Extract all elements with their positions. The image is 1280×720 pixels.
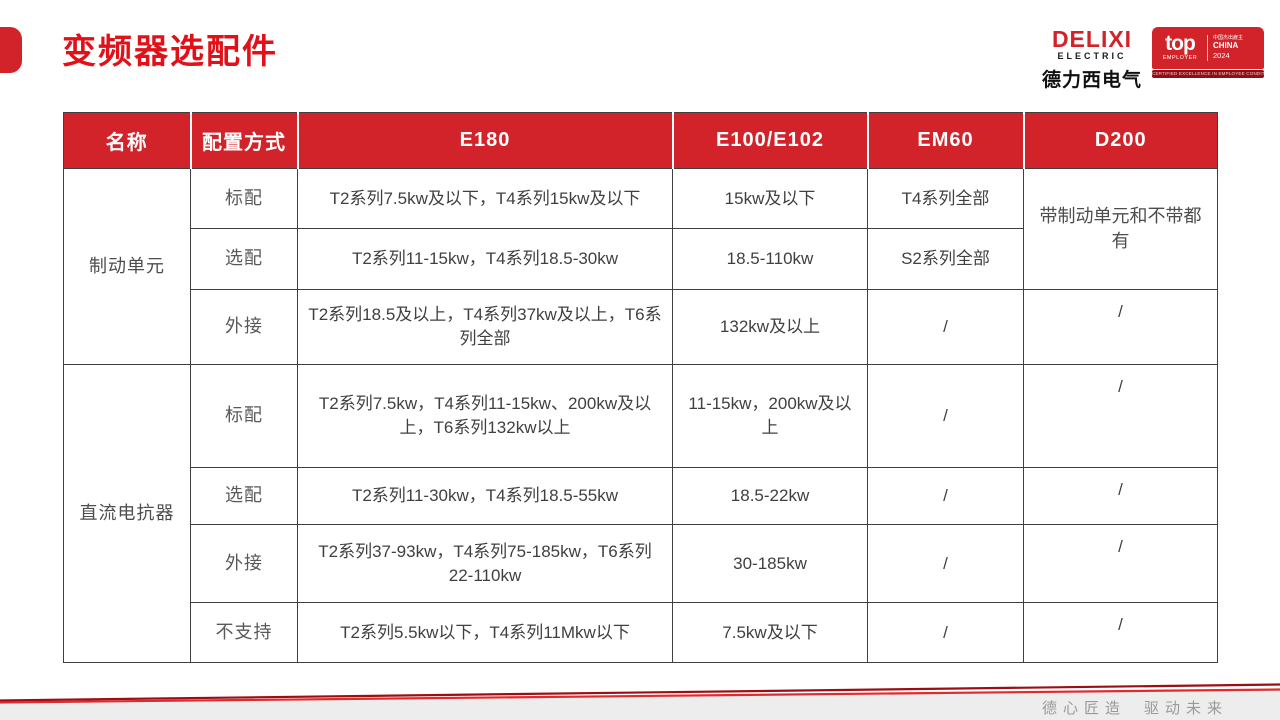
cell-em60: S2系列全部 bbox=[867, 228, 1024, 290]
delixi-chinese-name: 德力西电气 bbox=[1041, 69, 1142, 91]
cell-e180: T2系列5.5kw以下，T4系列11Mkw以下 bbox=[297, 602, 673, 663]
table-row: 外接 T2系列37-93kw，T4系列75-185kw，T6系列22-110kw… bbox=[64, 524, 1218, 603]
cell-em60: T4系列全部 bbox=[867, 168, 1024, 229]
table-row: 制动单元 标配 T2系列7.5kw及以下，T4系列15kw及以下 15kw及以下… bbox=[63, 168, 1218, 365]
cell-e100: 30-185kw bbox=[672, 524, 868, 603]
cell-e100: 7.5kw及以下 bbox=[672, 602, 868, 663]
header-e180: E180 bbox=[297, 112, 674, 169]
cell-em60: / bbox=[867, 524, 1024, 603]
cell-e180: T2系列7.5kw及以下，T4系列15kw及以下 bbox=[297, 168, 673, 229]
header-e100-e102: E100/E102 bbox=[672, 112, 869, 169]
cell-em60: / bbox=[867, 467, 1024, 525]
header-em60: EM60 bbox=[867, 112, 1025, 169]
cell-e180: T2系列11-30kw，T4系列18.5-55kw bbox=[297, 467, 673, 525]
top-employer-caption: CERTIFIED EXCELLENCE IN EMPLOYEE CONDITI… bbox=[1152, 70, 1264, 78]
cell-d200: / bbox=[1023, 467, 1218, 525]
table-row: 不支持 T2系列5.5kw以下，T4系列11Mkw以下 7.5kw及以下 / / bbox=[64, 602, 1218, 663]
delixi-logo: DELIXI ELECTRIC 德力西电气 bbox=[1040, 28, 1144, 92]
page-title: 变频器选配件 bbox=[62, 33, 278, 71]
header-config-mode: 配置方式 bbox=[190, 112, 299, 169]
footer-motto-left: 德心匠造 bbox=[1041, 700, 1126, 717]
delixi-electric-label: ELECTRIC bbox=[1057, 51, 1127, 61]
delixi-wordmark: DELIXI bbox=[1051, 26, 1133, 52]
table-row: 直流电抗器 标配 T2系列7.5kw，T4系列11-15kw、200kw及以上，… bbox=[63, 364, 1218, 663]
cell-e100: 18.5-110kw bbox=[672, 228, 868, 290]
cell-e100: 11-15kw，200kw及以上 bbox=[672, 364, 868, 468]
top-employer-left: top EMPLOYER bbox=[1157, 31, 1208, 62]
top-employer-cn: 中国杰出雇主 bbox=[1213, 35, 1244, 42]
table-row: 选配 T2系列11-15kw，T4系列18.5-30kw 18.5-110kw … bbox=[64, 228, 1218, 290]
cell-mode: 外接 bbox=[190, 524, 298, 603]
cell-mode: 选配 bbox=[190, 228, 298, 290]
footer-motto-right: 驱动未来 bbox=[1143, 700, 1228, 717]
title-accent-tab bbox=[0, 27, 22, 73]
cell-d200: / bbox=[1023, 524, 1218, 603]
top-employer-right: 中国杰出雇主 CHINA 2024 bbox=[1208, 35, 1259, 61]
cell-mode: 外接 bbox=[190, 289, 298, 365]
cell-e100: 15kw及以下 bbox=[672, 168, 868, 229]
footer-ribbon bbox=[0, 683, 1280, 720]
cell-e100: 18.5-22kw bbox=[672, 467, 868, 525]
cell-mode: 标配 bbox=[190, 168, 298, 229]
top-employer-badge: top EMPLOYER 中国杰出雇主 CHINA 2024 CERTIFIED… bbox=[1152, 27, 1264, 78]
table-row: 选配 T2系列11-30kw，T4系列18.5-55kw 18.5-22kw /… bbox=[64, 467, 1218, 525]
table-header-row: 名称 配置方式 E180 E100/E102 EM60 D200 bbox=[63, 112, 1218, 169]
top-employer-label: EMPLOYER bbox=[1162, 55, 1198, 62]
cell-em60: / bbox=[867, 364, 1024, 468]
header-name: 名称 bbox=[63, 112, 192, 169]
cell-em60: / bbox=[867, 289, 1024, 365]
cell-e180: T2系列11-15kw，T4系列18.5-30kw bbox=[297, 228, 673, 290]
top-employer-word: top bbox=[1165, 31, 1196, 55]
cell-e180: T2系列7.5kw，T4系列11-15kw、200kw及以上，T6系列132kw… bbox=[297, 364, 673, 468]
cell-e180: T2系列37-93kw，T4系列75-185kw，T6系列22-110kw bbox=[297, 524, 673, 603]
top-employer-year: 2024 bbox=[1213, 51, 1230, 61]
cell-e100: 132kw及以上 bbox=[672, 289, 868, 365]
cell-d200: / bbox=[1023, 602, 1218, 663]
cell-em60: / bbox=[867, 602, 1024, 663]
cell-mode: 选配 bbox=[190, 467, 298, 525]
accessory-spec-table: 名称 配置方式 E180 E100/E102 EM60 D200 制动单元 标配… bbox=[63, 112, 1218, 663]
cell-e180: T2系列18.5及以上，T4系列37kw及以上，T6系列全部 bbox=[297, 289, 673, 365]
top-employer-country: CHINA bbox=[1213, 41, 1239, 51]
cell-d200: / bbox=[1023, 289, 1218, 365]
cell-d200-merged: 带制动单元和不带都有 bbox=[1023, 168, 1218, 290]
cell-mode: 不支持 bbox=[190, 602, 298, 663]
cell-d200: / bbox=[1023, 364, 1218, 468]
cell-mode: 标配 bbox=[190, 364, 298, 468]
row-group-label-braking-unit: 制动单元 bbox=[63, 168, 191, 365]
row-group-label-dc-reactor: 直流电抗器 bbox=[63, 364, 191, 663]
footer-motto: 德心匠造 驱动未来 bbox=[1042, 697, 1228, 718]
top-employer-badge-main: top EMPLOYER 中国杰出雇主 CHINA 2024 bbox=[1152, 27, 1264, 69]
header-d200: D200 bbox=[1023, 112, 1218, 169]
table-row: 外接 T2系列18.5及以上，T4系列37kw及以上，T6系列全部 132kw及… bbox=[64, 289, 1218, 365]
